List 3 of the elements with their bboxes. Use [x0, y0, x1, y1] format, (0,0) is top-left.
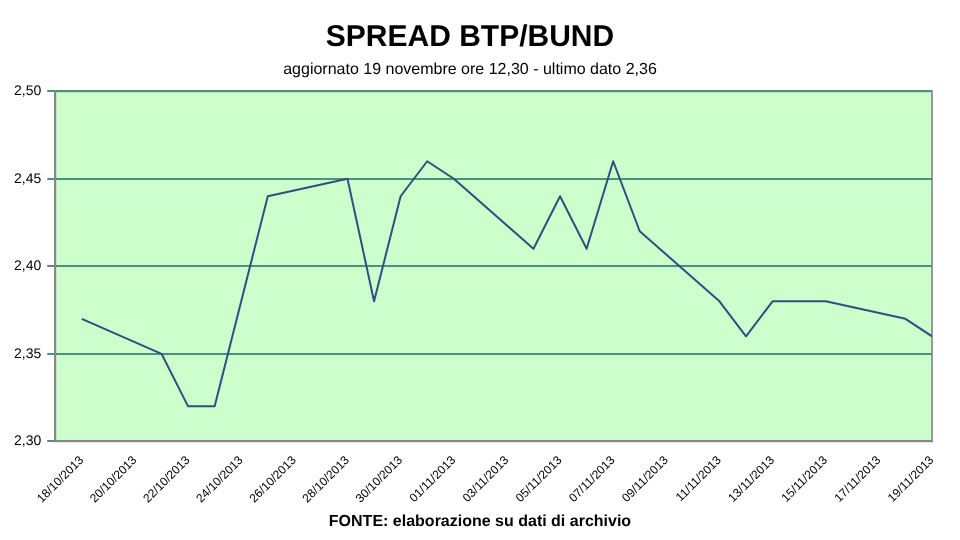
chart-title: SPREAD BTP/BUND	[325, 20, 615, 55]
chart-subtitle: aggiornato 19 novembre ore 12,30 - ultimo dato 2,36	[283, 60, 658, 79]
source-note: FONTE: elaborazione su dati di archivio	[326, 512, 634, 530]
